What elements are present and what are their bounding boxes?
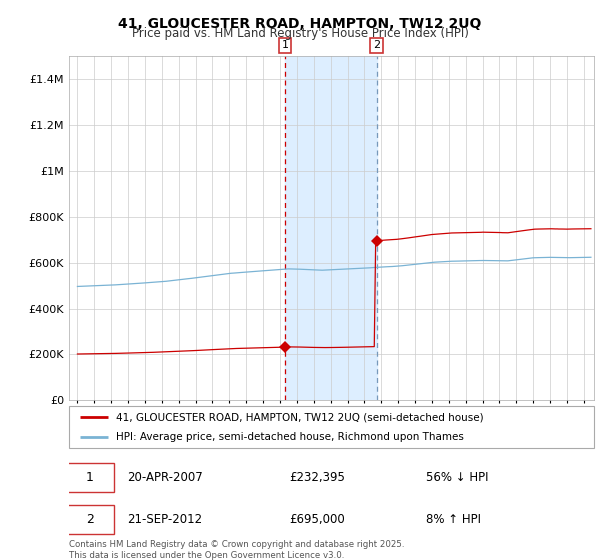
Text: 56% ↓ HPI: 56% ↓ HPI	[426, 472, 488, 484]
Text: 1: 1	[281, 40, 289, 50]
FancyBboxPatch shape	[69, 406, 594, 448]
Text: 2: 2	[86, 514, 94, 526]
Text: 41, GLOUCESTER ROAD, HAMPTON, TW12 2UQ (semi-detached house): 41, GLOUCESTER ROAD, HAMPTON, TW12 2UQ (…	[116, 412, 484, 422]
Text: £232,395: £232,395	[290, 472, 346, 484]
FancyBboxPatch shape	[67, 505, 113, 534]
Text: HPI: Average price, semi-detached house, Richmond upon Thames: HPI: Average price, semi-detached house,…	[116, 432, 464, 442]
Bar	[285, 56, 377, 400]
Text: 21-SEP-2012: 21-SEP-2012	[127, 514, 202, 526]
Text: 1: 1	[86, 472, 94, 484]
Text: £695,000: £695,000	[290, 514, 345, 526]
FancyBboxPatch shape	[67, 463, 113, 492]
Text: 8% ↑ HPI: 8% ↑ HPI	[426, 514, 481, 526]
Text: 2: 2	[373, 40, 380, 50]
Text: Price paid vs. HM Land Registry's House Price Index (HPI): Price paid vs. HM Land Registry's House …	[131, 27, 469, 40]
Text: Contains HM Land Registry data © Crown copyright and database right 2025.
This d: Contains HM Land Registry data © Crown c…	[69, 540, 404, 560]
Text: 20-APR-2007: 20-APR-2007	[127, 472, 203, 484]
Text: 41, GLOUCESTER ROAD, HAMPTON, TW12 2UQ: 41, GLOUCESTER ROAD, HAMPTON, TW12 2UQ	[118, 17, 482, 31]
